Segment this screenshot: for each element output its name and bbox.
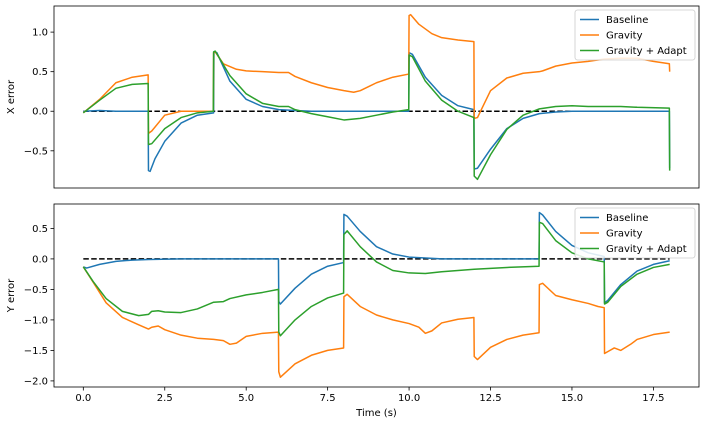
legend-label-baseline: Baseline — [606, 15, 648, 26]
legend-label-gravity-adapt: Gravity + Adapt — [606, 46, 687, 57]
legend-box — [574, 207, 696, 259]
series-line-gravity-2 — [82, 266, 670, 378]
y-axis-label-2: Y error — [6, 278, 17, 313]
series-line-gravity-1 — [82, 13, 671, 135]
x-tick-label: 17.5 — [642, 393, 664, 404]
plot-frame-1 — [53, 5, 700, 189]
x-tick-label: 0.0 — [75, 393, 91, 404]
plot-frame-2 — [53, 203, 700, 388]
legend-label-gravity: Gravity — [606, 229, 643, 240]
y-axis-label-1: X error — [6, 79, 17, 114]
y-tick-label: 0.5 — [32, 224, 48, 235]
chart-panel-1: −0.5 0.0 0.5 1.0 X error Baseline Gravity Gravi… — [6, 5, 700, 189]
y-tick-label: −1.5 — [24, 346, 48, 357]
legend-label-gravity-adapt: Gravity + Adapt — [606, 244, 687, 255]
legend-box — [574, 9, 696, 61]
x-tick-label: 2.5 — [157, 393, 173, 404]
legend-label-baseline: Baseline — [606, 213, 648, 224]
series-line-gravity-adapt-1 — [82, 50, 671, 181]
y-tick-label: 0.0 — [32, 254, 48, 265]
series-line-baseline-1 — [83, 51, 671, 173]
y-tick-label: −2.0 — [24, 376, 48, 387]
x-tick-label: 15.0 — [561, 393, 583, 404]
x-tick-label: 12.5 — [479, 393, 501, 404]
y-tick-label: 0.0 — [32, 107, 48, 118]
y-tick-label: −0.5 — [24, 285, 48, 296]
y-tick-label: −0.5 — [24, 146, 48, 157]
y-tick-label: −1.0 — [24, 315, 48, 326]
x-axis-label: Time (s) — [355, 408, 397, 419]
legend-1: Baseline Gravity Gravity + Adapt — [574, 9, 696, 61]
y-tick-label: 0.5 — [32, 67, 48, 78]
x-tick-label: 5.0 — [238, 393, 254, 404]
y-tick-label: 1.0 — [32, 28, 48, 39]
x-tick-label: 7.5 — [320, 393, 336, 404]
legend-2: Baseline Gravity Gravity + Adapt — [574, 207, 696, 259]
x-tick-label: 10.0 — [398, 393, 420, 404]
chart-panel-2: −2.0 −1.5 −1.0 −0.5 0.0 0.5 0.0 2.5 5.0 7.5 10.0 12… — [6, 203, 700, 419]
legend-label-gravity: Gravity — [606, 31, 643, 42]
